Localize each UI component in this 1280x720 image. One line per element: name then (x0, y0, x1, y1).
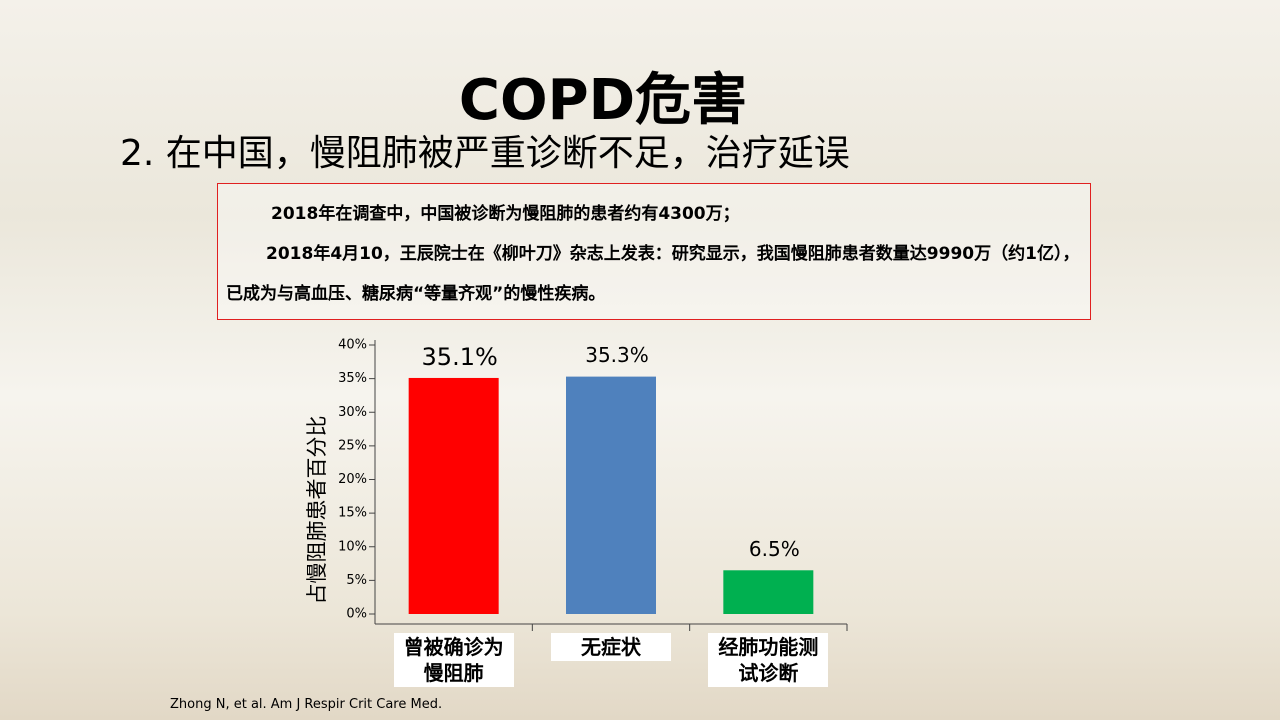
value-label: 35.3% (585, 343, 649, 367)
bar (408, 377, 499, 614)
bar (723, 570, 814, 614)
slide-title: COPD危害 (458, 68, 748, 133)
y-tick-label: 40% (338, 338, 367, 353)
bar (566, 376, 656, 614)
value-label: 35.1% (422, 343, 498, 371)
y-tick-label: 15% (338, 506, 367, 521)
value-label: 6.5% (749, 537, 800, 561)
y-axis-label: 占慢阻肺患者百分比 (305, 416, 329, 605)
slide-subtitle: 2. 在中国，慢阻肺被严重诊断不足，治疗延误 (120, 133, 850, 174)
y-tick-label: 35% (338, 371, 367, 386)
y-tick-label: 30% (338, 405, 367, 420)
y-tick-label: 0% (346, 607, 367, 622)
text-box: 2018年在调查中，中国被诊断为慢阻肺的患者约有4300万； 2018年4月10… (217, 183, 1091, 320)
y-tick-label: 5% (346, 573, 367, 588)
citation: Zhong N, et al. Am J Respir Crit Care Me… (170, 697, 443, 712)
x-tick-label: 曾被确诊为慢阻肺 (393, 633, 514, 687)
y-tick-label: 25% (338, 438, 367, 453)
x-tick-label: 经肺功能测试诊断 (708, 633, 829, 687)
x-tick-label: 无症状 (551, 633, 671, 661)
y-tick-label: 20% (338, 472, 367, 487)
paragraph: 2018年在调查中，中国被诊断为慢阻肺的患者约有4300万； (271, 204, 740, 224)
paragraph: 2018年4月10，王辰院士在《柳叶刀》杂志上发表：研究显示，我国慢阻肺患者数量… (226, 244, 1080, 304)
y-tick-label: 10% (338, 539, 367, 554)
